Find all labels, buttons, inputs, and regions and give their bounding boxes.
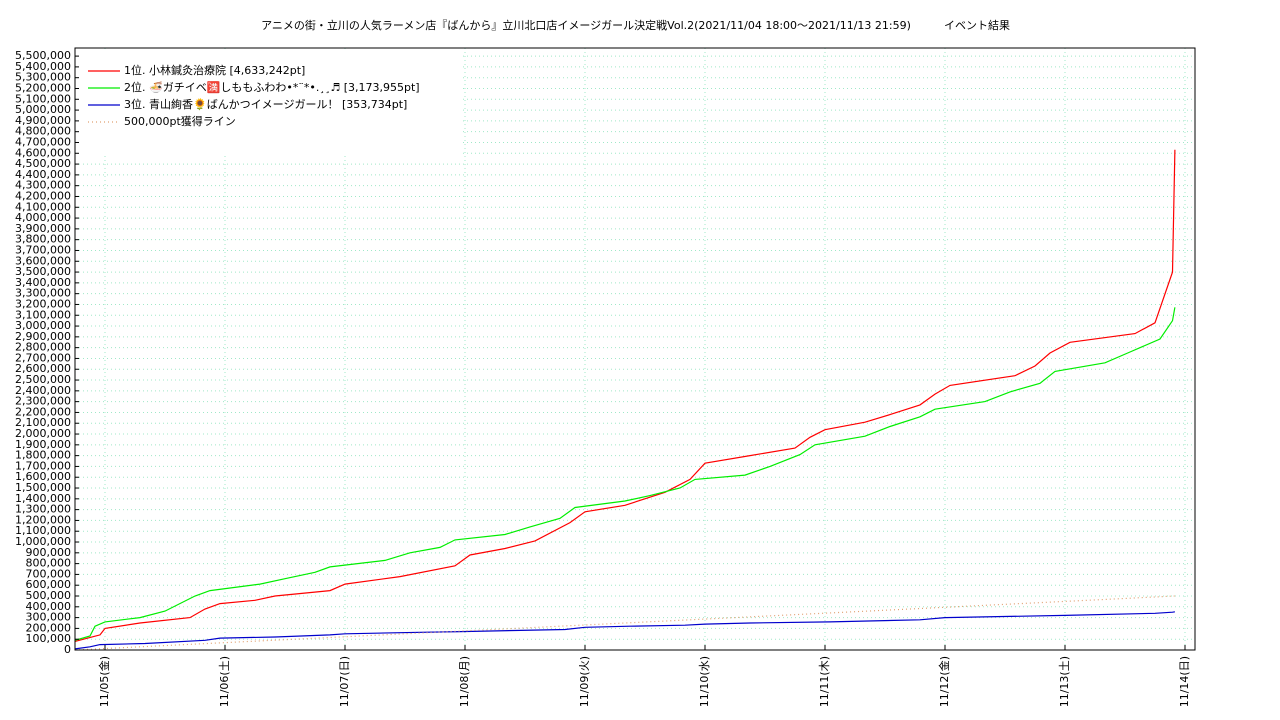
y-tick-label: 2,800,000 — [15, 341, 71, 354]
y-tick-label: 300,000 — [26, 611, 72, 624]
y-tick-label: 1,800,000 — [15, 449, 71, 462]
y-tick-label: 5,300,000 — [15, 71, 71, 84]
x-tick-label: 11/11(木) — [818, 656, 831, 707]
y-tick-label: 3,800,000 — [15, 233, 71, 246]
y-tick-label: 3,900,000 — [15, 222, 71, 235]
x-tick-label: 11/12(金) — [937, 656, 951, 707]
y-tick-label: 5,100,000 — [15, 92, 71, 105]
y-tick-label: 3,100,000 — [15, 308, 71, 321]
y-tick-label: 2,600,000 — [15, 362, 71, 375]
y-tick-label: 1,600,000 — [15, 470, 71, 483]
y-tick-label: 600,000 — [26, 578, 72, 591]
y-tick-label: 2,200,000 — [15, 405, 71, 418]
y-tick-label: 3,300,000 — [15, 287, 71, 300]
y-tick-label: 4,100,000 — [15, 200, 71, 213]
y-tick-label: 2,500,000 — [15, 373, 71, 386]
y-tick-label: 1,400,000 — [15, 492, 71, 505]
y-tick-label: 100,000 — [26, 632, 72, 645]
x-tick-label: 11/05(金) — [97, 656, 111, 707]
y-tick-label: 4,200,000 — [15, 189, 71, 202]
x-tick-label: 11/09(火) — [578, 656, 591, 707]
y-tick-label: 1,900,000 — [15, 438, 71, 451]
y-tick-label: 1,200,000 — [15, 513, 71, 526]
series-line — [74, 595, 1175, 651]
legend-label: 1位. 小林鍼灸治療院 [4,633,242pt] — [124, 63, 305, 77]
plot-frame — [74, 47, 1196, 651]
y-tick-label: 900,000 — [26, 546, 72, 559]
y-tick-label: 3,400,000 — [15, 276, 71, 289]
y-tick-label: 700,000 — [26, 567, 72, 580]
chart-title: アニメの街・立川の人気ラーメン店『ばんから』立川北口店イメージガール決定戦Vol… — [261, 18, 911, 32]
legend-label: 3位. 青山絢香🌻ばんかつイメージガール！ [353,734pt] — [124, 97, 407, 111]
y-tick-label: 5,500,000 — [15, 49, 71, 62]
y-tick-label: 1,500,000 — [15, 481, 71, 494]
y-tick-label: 4,500,000 — [15, 157, 71, 170]
y-tick-label: 5,200,000 — [15, 81, 71, 94]
y-tick-label: 1,000,000 — [15, 535, 71, 548]
chart-subtitle: イベント結果 — [944, 18, 1010, 32]
y-tick-label: 0 — [64, 643, 71, 656]
y-tick-label: 400,000 — [26, 600, 72, 613]
x-tick-label: 11/07(日) — [338, 656, 351, 707]
y-tick-label: 2,000,000 — [15, 427, 71, 440]
y-tick-label: 2,900,000 — [15, 330, 71, 343]
y-tick-label: 3,200,000 — [15, 297, 71, 310]
y-tick-label: 3,000,000 — [15, 319, 71, 332]
x-tick-label: 11/13(土) — [1058, 656, 1071, 707]
axes: 0100,000200,000300,000400,000500,000600,… — [15, 49, 1191, 707]
y-tick-label: 2,300,000 — [15, 395, 71, 408]
y-tick-label: 4,600,000 — [15, 146, 71, 159]
series-line — [74, 149, 1176, 642]
legend-label: 2位. 🍜ガチイベ🈵しももふわわ•*¨*•.¸¸♬ [3,173,955pt] — [124, 80, 420, 94]
x-tick-label: 11/14(日) — [1178, 656, 1191, 707]
y-tick-label: 3,700,000 — [15, 243, 71, 256]
y-tick-label: 4,700,000 — [15, 135, 71, 148]
y-tick-label: 4,300,000 — [15, 179, 71, 192]
y-tick-label: 2,100,000 — [15, 416, 71, 429]
y-tick-label: 200,000 — [26, 621, 72, 634]
y-tick-label: 500,000 — [26, 589, 72, 602]
series-line — [74, 611, 1175, 650]
series-line — [74, 307, 1176, 641]
y-tick-label: 4,400,000 — [15, 168, 71, 181]
y-tick-label: 1,300,000 — [15, 503, 71, 516]
y-tick-label: 1,700,000 — [15, 459, 71, 472]
y-tick-label: 3,500,000 — [15, 265, 71, 278]
y-tick-label: 3,600,000 — [15, 254, 71, 267]
legend: 1位. 小林鍼灸治療院 [4,633,242pt] 2位. 🍜ガチイベ🈵しももふわ… — [88, 63, 420, 128]
y-tick-label: 4,900,000 — [15, 114, 71, 127]
y-tick-label: 2,700,000 — [15, 351, 71, 364]
y-tick-label: 4,800,000 — [15, 125, 71, 138]
y-tick-label: 1,100,000 — [15, 524, 71, 537]
y-tick-label: 2,400,000 — [15, 384, 71, 397]
legend-box — [76, 49, 460, 155]
legend-label: 500,000pt獲得ライン — [124, 115, 236, 128]
y-tick-label: 5,400,000 — [15, 60, 71, 73]
grid — [75, 48, 1195, 651]
y-tick-label: 5,000,000 — [15, 103, 71, 116]
lines — [74, 149, 1176, 651]
y-tick-label: 800,000 — [26, 557, 72, 570]
y-tick-label: 4,000,000 — [15, 211, 71, 224]
x-tick-label: 11/08(月) — [458, 656, 471, 707]
x-tick-label: 11/10(水) — [698, 656, 711, 707]
x-tick-label: 11/06(土) — [218, 656, 231, 707]
